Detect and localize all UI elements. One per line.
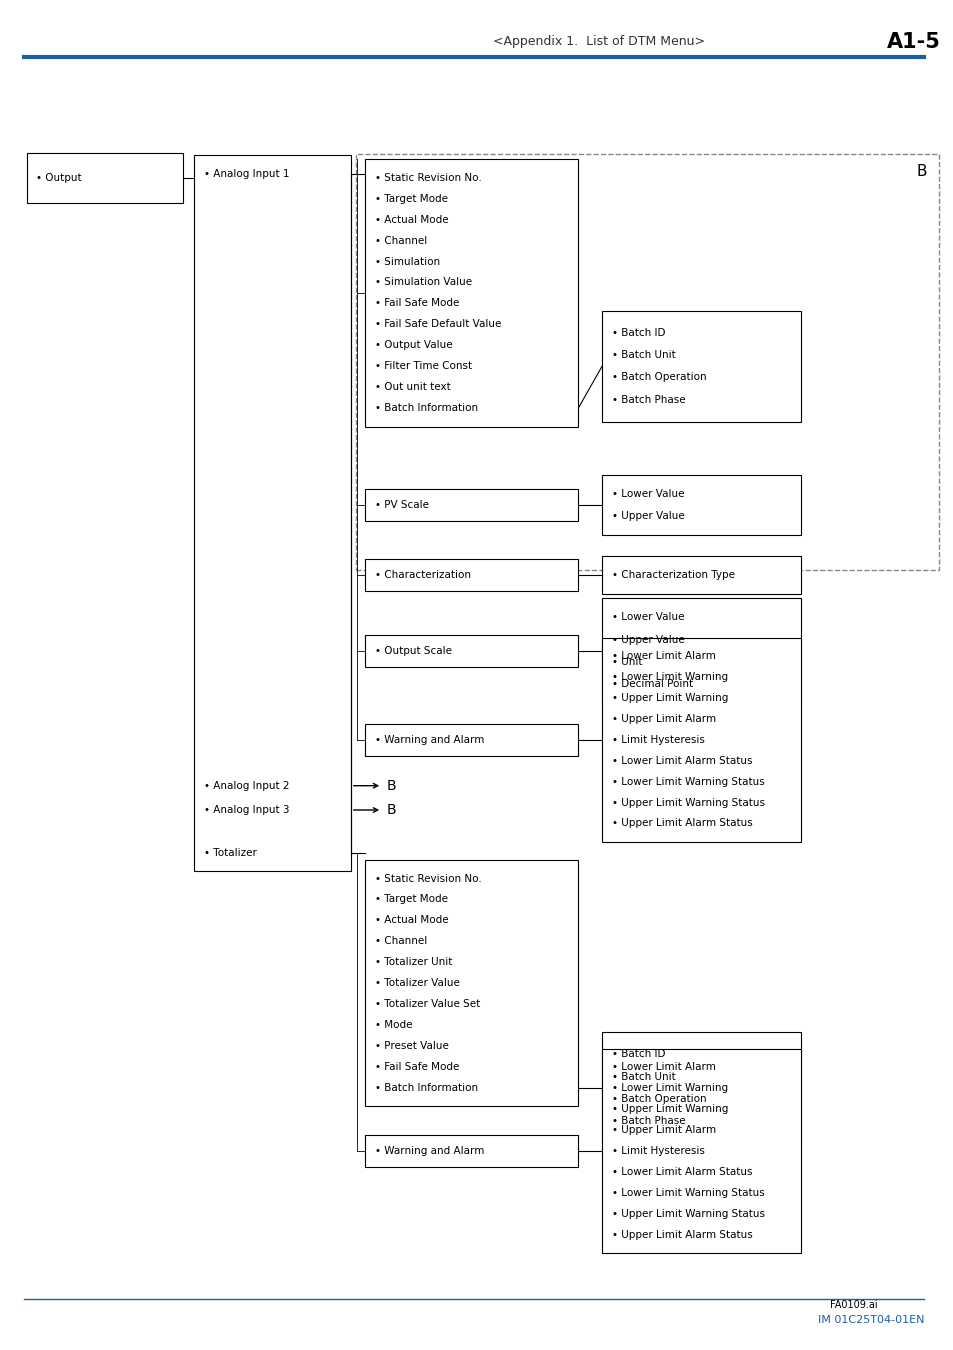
Text: • Upper Limit Warning Status: • Upper Limit Warning Status (611, 798, 763, 807)
Text: • Upper Value: • Upper Value (611, 634, 683, 644)
Text: • Target Mode: • Target Mode (375, 194, 447, 204)
Text: • Batch Phase: • Batch Phase (611, 1116, 684, 1126)
Bar (355, 154, 938, 570)
Text: • Totalizer Value Set: • Totalizer Value Set (375, 999, 479, 1008)
Text: <Appendix 1.  List of DTM Menu>: <Appendix 1. List of DTM Menu> (493, 35, 704, 49)
Bar (365, 860, 578, 1107)
Bar (601, 598, 801, 703)
Text: • Upper Limit Warning: • Upper Limit Warning (611, 1104, 727, 1114)
Text: • Static Revision No.: • Static Revision No. (375, 873, 480, 883)
Text: • Output: • Output (36, 173, 82, 182)
Bar (601, 556, 801, 594)
Text: B: B (387, 803, 396, 817)
Text: • Lower Limit Warning Status: • Lower Limit Warning Status (611, 776, 763, 787)
Text: • Lower Value: • Lower Value (611, 489, 683, 498)
Text: • Fail Safe Default Value: • Fail Safe Default Value (375, 320, 500, 329)
Text: • Batch Phase: • Batch Phase (611, 394, 684, 405)
Text: • Upper Limit Alarm: • Upper Limit Alarm (611, 714, 715, 724)
Text: • Lower Limit Alarm: • Lower Limit Alarm (611, 651, 715, 661)
Bar (601, 474, 801, 535)
Text: IM 01C25T04-01EN: IM 01C25T04-01EN (817, 1315, 923, 1326)
Text: • Upper Value: • Upper Value (611, 512, 683, 521)
Text: • Actual Mode: • Actual Mode (375, 915, 448, 925)
Text: • Actual Mode: • Actual Mode (375, 215, 448, 224)
Text: • Simulation: • Simulation (375, 256, 439, 266)
Text: • Limit Hysteresis: • Limit Hysteresis (611, 1146, 703, 1156)
Text: • Target Mode: • Target Mode (375, 895, 447, 905)
Text: • Upper Limit Alarm: • Upper Limit Alarm (611, 1125, 715, 1135)
Text: • Batch Information: • Batch Information (375, 404, 477, 413)
Text: • Limit Hysteresis: • Limit Hysteresis (611, 734, 703, 745)
Text: • Unit: • Unit (611, 657, 641, 667)
Text: • Batch Operation: • Batch Operation (611, 1094, 705, 1104)
Bar (365, 724, 578, 756)
Text: • Analog Input 2: • Analog Input 2 (204, 780, 289, 791)
Bar (365, 159, 578, 427)
Bar (601, 1033, 801, 1143)
Text: • Lower Value: • Lower Value (611, 613, 683, 622)
Bar (365, 489, 578, 521)
Text: • Preset Value: • Preset Value (375, 1041, 448, 1050)
Text: A1-5: A1-5 (885, 32, 940, 51)
Text: • Output Scale: • Output Scale (375, 645, 451, 656)
Text: • Lower Limit Warning: • Lower Limit Warning (611, 1083, 727, 1094)
Text: • Upper Limit Alarm Status: • Upper Limit Alarm Status (611, 818, 752, 829)
Text: • Warning and Alarm: • Warning and Alarm (375, 1146, 483, 1156)
Text: • Lower Limit Alarm Status: • Lower Limit Alarm Status (611, 1166, 751, 1177)
Text: • Analog Input 1: • Analog Input 1 (204, 169, 289, 180)
Text: • Simulation Value: • Simulation Value (375, 278, 471, 288)
Text: • Analog Input 3: • Analog Input 3 (204, 805, 289, 815)
Text: • Characterization Type: • Characterization Type (611, 570, 734, 580)
Text: • Upper Limit Warning: • Upper Limit Warning (611, 693, 727, 703)
Bar (365, 634, 578, 667)
Bar (365, 559, 578, 591)
Text: • Channel: • Channel (375, 236, 426, 246)
Text: • Batch ID: • Batch ID (611, 328, 664, 338)
Bar (365, 1134, 578, 1166)
Text: • PV Scale: • PV Scale (375, 500, 428, 510)
Text: B: B (916, 163, 926, 180)
Text: • Lower Limit Alarm Status: • Lower Limit Alarm Status (611, 756, 751, 765)
Text: • Totalizer: • Totalizer (204, 848, 256, 859)
Text: • Batch Unit: • Batch Unit (611, 1072, 675, 1081)
Bar (601, 1049, 801, 1253)
Text: • Batch Information: • Batch Information (375, 1083, 477, 1092)
Text: • Batch ID: • Batch ID (611, 1049, 664, 1060)
Text: • Output Value: • Output Value (375, 340, 452, 350)
Text: B: B (387, 779, 396, 792)
Text: • Batch Unit: • Batch Unit (611, 350, 675, 360)
Text: • Decimal Point: • Decimal Point (611, 679, 692, 688)
Text: • Static Revision No.: • Static Revision No. (375, 173, 480, 182)
Text: • Fail Safe Mode: • Fail Safe Mode (375, 298, 458, 308)
Text: • Lower Limit Warning: • Lower Limit Warning (611, 672, 727, 682)
Text: • Mode: • Mode (375, 1021, 412, 1030)
Bar (194, 155, 351, 871)
Text: • Warning and Alarm: • Warning and Alarm (375, 734, 483, 745)
Text: • Upper Limit Alarm Status: • Upper Limit Alarm Status (611, 1230, 752, 1239)
Text: • Upper Limit Warning Status: • Upper Limit Warning Status (611, 1208, 763, 1219)
Text: • Totalizer Value: • Totalizer Value (375, 979, 459, 988)
Text: • Fail Safe Mode: • Fail Safe Mode (375, 1062, 458, 1072)
Text: • Totalizer Unit: • Totalizer Unit (375, 957, 452, 967)
Text: • Batch Operation: • Batch Operation (611, 373, 705, 382)
Text: • Filter Time Const: • Filter Time Const (375, 362, 471, 371)
Bar (601, 310, 801, 421)
Bar (601, 637, 801, 842)
Text: • Out unit text: • Out unit text (375, 382, 450, 391)
Text: • Channel: • Channel (375, 937, 426, 946)
Text: • Lower Limit Warning Status: • Lower Limit Warning Status (611, 1188, 763, 1197)
Text: • Lower Limit Alarm: • Lower Limit Alarm (611, 1062, 715, 1072)
Text: • Characterization: • Characterization (375, 570, 470, 580)
Bar (27, 153, 183, 202)
Text: FA0109.ai: FA0109.ai (829, 1300, 877, 1311)
